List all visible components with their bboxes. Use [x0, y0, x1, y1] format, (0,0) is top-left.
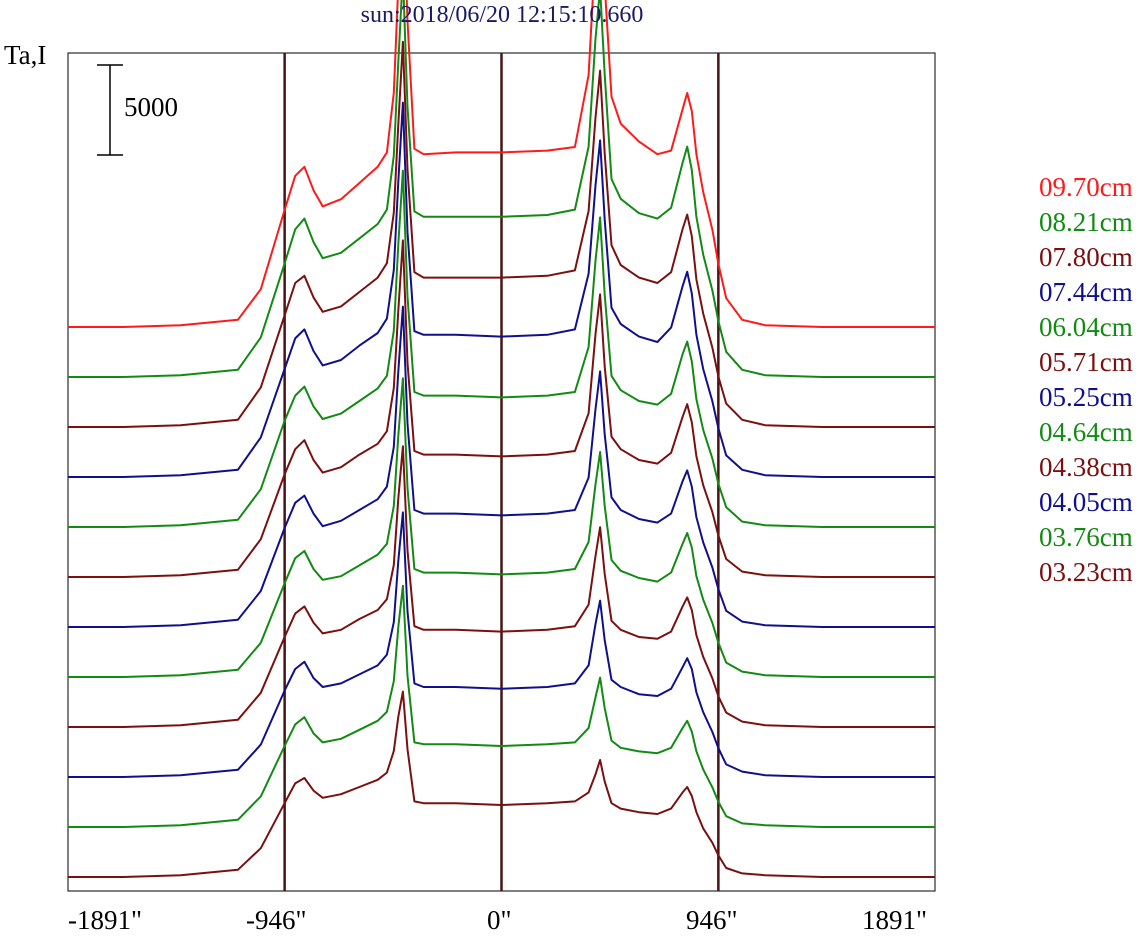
scale-bar-label: 5000: [124, 92, 178, 122]
legend-item: 08.21cm: [1039, 207, 1133, 237]
series-line-04-64cm: [68, 377, 935, 678]
legend-item: 04.64cm: [1039, 417, 1133, 447]
chart-title: sun:2018/06/20 12:15:10.660: [360, 2, 644, 28]
y-axis-label: Ta,I: [4, 40, 47, 70]
legend-item: 09.70cm: [1039, 172, 1133, 202]
x-tick-label: -1891": [68, 905, 143, 935]
series-line-03-23cm: [68, 690, 935, 878]
legend-item: 05.25cm: [1039, 382, 1133, 412]
x-tick-label: 0": [487, 905, 512, 935]
series-line-04-38cm: [68, 445, 935, 728]
scale-bar: [97, 64, 123, 156]
x-tick-label: 946": [686, 905, 738, 935]
vertical-reference-lines: [283, 53, 720, 891]
legend-item: 07.80cm: [1039, 242, 1133, 272]
x-tick-label: 1891": [862, 905, 928, 935]
series-line-05-25cm: [68, 305, 935, 628]
series-line-08-21cm: [68, 0, 935, 378]
series-line-05-71cm: [68, 239, 935, 578]
series-line-06-04cm: [68, 169, 935, 528]
legend-item: 06.04cm: [1039, 312, 1133, 342]
legend-item: 03.76cm: [1039, 522, 1133, 552]
legend-item: 04.38cm: [1039, 452, 1133, 482]
legend-item: 05.71cm: [1039, 347, 1133, 377]
series-lines: [68, 0, 935, 878]
series-line-07-80cm: [68, 40, 935, 428]
series-line-03-76cm: [68, 584, 935, 828]
legend-item: 07.44cm: [1039, 277, 1133, 307]
series-line-09-70cm: [68, 0, 935, 328]
legend-item: 04.05cm: [1039, 487, 1133, 517]
legend: 09.70cm 08.21cm 07.80cm 07.44cm 06.04cm 05.71…: [1039, 170, 1133, 590]
series-line-07-44cm: [68, 101, 935, 478]
x-tick-label: -946": [246, 905, 307, 935]
series-line-04-05cm: [68, 511, 935, 778]
legend-item: 03.23cm: [1039, 557, 1133, 587]
